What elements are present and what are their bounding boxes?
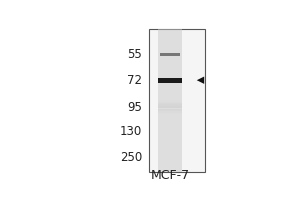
Bar bbox=[158, 110, 182, 111]
Bar bbox=[160, 53, 181, 56]
Text: 250: 250 bbox=[120, 151, 142, 164]
Bar bbox=[158, 111, 182, 113]
Bar bbox=[158, 107, 182, 108]
Bar bbox=[158, 103, 182, 104]
Text: 130: 130 bbox=[120, 125, 142, 138]
Bar bbox=[158, 78, 182, 83]
Text: MCF-7: MCF-7 bbox=[151, 169, 190, 182]
Bar bbox=[158, 106, 182, 107]
Polygon shape bbox=[197, 77, 204, 84]
Bar bbox=[158, 104, 182, 106]
Text: 72: 72 bbox=[127, 74, 142, 87]
Bar bbox=[158, 109, 182, 110]
Text: 95: 95 bbox=[127, 101, 142, 114]
Bar bbox=[149, 29, 205, 172]
Text: 55: 55 bbox=[128, 48, 142, 61]
Bar bbox=[158, 102, 182, 103]
Bar bbox=[158, 113, 182, 114]
Bar bbox=[158, 100, 182, 102]
Bar bbox=[158, 29, 182, 172]
